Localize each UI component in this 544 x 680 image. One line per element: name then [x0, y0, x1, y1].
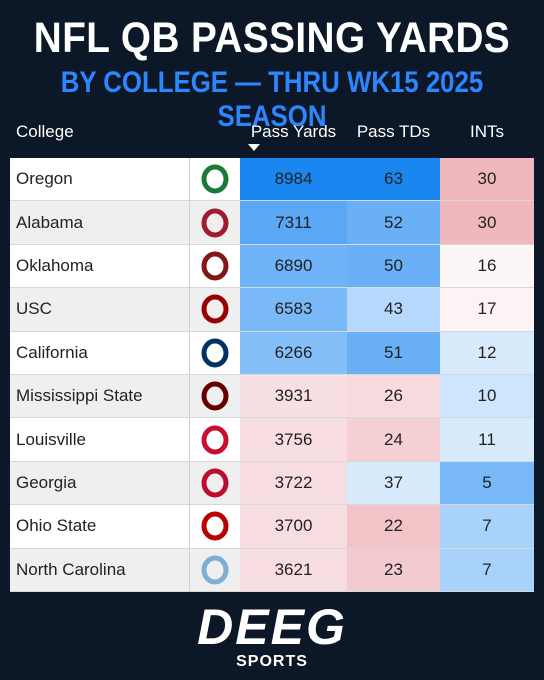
logo-icon — [201, 164, 229, 194]
subtitle: BY COLLEGE — THRU WK15 2025 SEASON — [60, 66, 484, 133]
college-logo — [190, 462, 240, 504]
stat-cell: 3931 — [240, 375, 347, 418]
college-cell: Louisville — [10, 418, 190, 461]
table-row[interactable]: USC 6583 43 17 — [10, 288, 534, 332]
logo-icon — [201, 425, 229, 455]
logo-icon — [201, 381, 229, 411]
column-header[interactable]: INTs — [470, 122, 504, 141]
stat-cell: 8984 — [240, 158, 347, 201]
logo-icon — [201, 338, 229, 368]
stat-cell: 3621 — [240, 548, 347, 591]
stat-cell: 3722 — [240, 461, 347, 505]
stat-cell: 37 — [347, 461, 440, 505]
college-logo — [190, 375, 240, 417]
stat-cell: 6266 — [240, 331, 347, 374]
table-row[interactable]: North Carolina 3621 23 7 — [10, 548, 534, 592]
stat-cell: 23 — [347, 548, 440, 591]
stat-cell: 7 — [440, 505, 534, 548]
stat-cell: 5 — [440, 461, 534, 505]
stat-cell: 22 — [347, 505, 440, 548]
college-cell: North Carolina — [10, 548, 190, 591]
stat-cell: 12 — [440, 331, 534, 374]
table-row[interactable]: Ohio State 3700 22 7 — [10, 505, 534, 549]
college-cell: Oklahoma — [10, 244, 190, 288]
brand-logo: DEEG — [197, 599, 347, 655]
stat-cell: 52 — [347, 201, 440, 244]
table-row[interactable]: Oklahoma 6890 50 16 — [10, 244, 534, 289]
table-row[interactable]: Alabama 7311 52 30 — [10, 201, 534, 245]
sort-arrow — [248, 144, 260, 151]
logo-icon — [201, 208, 229, 238]
stat-cell: 50 — [347, 244, 440, 288]
college-cell: California — [10, 331, 190, 374]
logo-icon — [201, 468, 229, 498]
college-logo — [190, 201, 240, 243]
stat-cell: 7311 — [240, 201, 347, 244]
stat-cell: 6583 — [240, 288, 347, 331]
stat-cell: 3756 — [240, 418, 347, 461]
stat-cell: 51 — [347, 331, 440, 374]
table-row[interactable]: Oregon 8984 63 30 — [10, 158, 534, 202]
college-logo — [190, 288, 240, 330]
title: NFL QB PASSING YARDS — [33, 14, 511, 62]
table: Oregon 8984 63 30 Alabama 7311 52 30 Oklahoma 689… — [10, 158, 534, 592]
college-logo — [190, 549, 240, 591]
college-cell: Alabama — [10, 201, 190, 244]
college-cell: Oregon — [10, 158, 190, 201]
stat-cell: 24 — [347, 418, 440, 461]
stat-cell: 26 — [347, 375, 440, 418]
college-logo — [190, 245, 240, 287]
college-logo — [190, 332, 240, 374]
logo-icon — [201, 555, 229, 585]
table-row[interactable]: Georgia 3722 37 5 — [10, 461, 534, 506]
college-logo — [190, 158, 240, 200]
stat-cell: 3700 — [240, 505, 347, 548]
stat-cell: 30 — [440, 201, 534, 244]
table-row[interactable]: Mississippi State 3931 26 10 — [10, 375, 534, 419]
stat-cell: 17 — [440, 288, 534, 331]
stat-cell: 7 — [440, 548, 534, 591]
logo-icon — [201, 511, 229, 541]
college-cell: Ohio State — [10, 505, 190, 548]
stat-cell: 43 — [347, 288, 440, 331]
college-logo — [190, 418, 240, 460]
college-cell: USC — [10, 288, 190, 331]
stat-cell: 6890 — [240, 244, 347, 288]
column-header[interactable]: Pass TDs — [356, 122, 431, 141]
stat-cell: 16 — [440, 244, 534, 288]
college-cell: Mississippi State — [10, 375, 190, 418]
stat-cell: 30 — [440, 158, 534, 201]
logo-icon — [201, 294, 229, 324]
table-row[interactable]: California 6266 51 12 — [10, 331, 534, 375]
stat-cell: 63 — [347, 158, 440, 201]
brand-tagline: SPORTS — [236, 653, 308, 670]
college-logo — [190, 505, 240, 547]
column-header[interactable]: Pass Yards — [250, 122, 337, 141]
stat-cell: 11 — [440, 418, 534, 461]
table-row[interactable]: Louisville 3756 24 11 — [10, 418, 534, 462]
column-header[interactable]: College — [16, 122, 74, 141]
college-cell: Georgia — [10, 461, 190, 505]
stat-cell: 10 — [440, 375, 534, 418]
logo-icon — [201, 251, 229, 281]
